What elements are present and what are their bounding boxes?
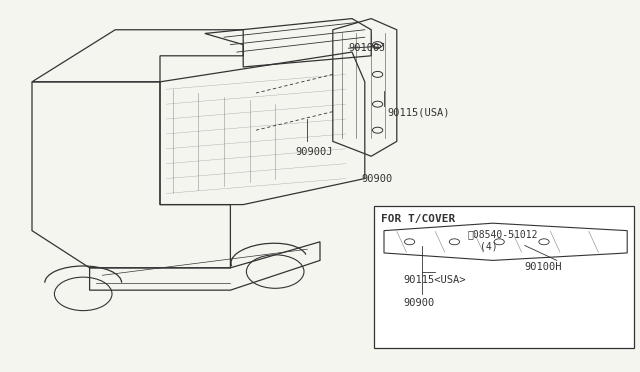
Text: 90900: 90900 <box>362 174 393 184</box>
Text: 90100H: 90100H <box>525 262 563 272</box>
Text: 90900J: 90900J <box>296 147 333 157</box>
Bar <box>374 206 634 348</box>
Text: 90115<USA>: 90115<USA> <box>403 275 466 285</box>
Text: Ⓝ08540-51012: Ⓝ08540-51012 <box>467 229 538 239</box>
Text: FOR T/COVER: FOR T/COVER <box>381 214 455 224</box>
Text: ^909^0039: ^909^0039 <box>410 340 463 350</box>
Text: 90100J: 90100J <box>349 43 387 52</box>
Text: (4): (4) <box>480 241 498 251</box>
Text: 90115(USA): 90115(USA) <box>387 108 450 118</box>
Text: 90900: 90900 <box>403 298 435 308</box>
